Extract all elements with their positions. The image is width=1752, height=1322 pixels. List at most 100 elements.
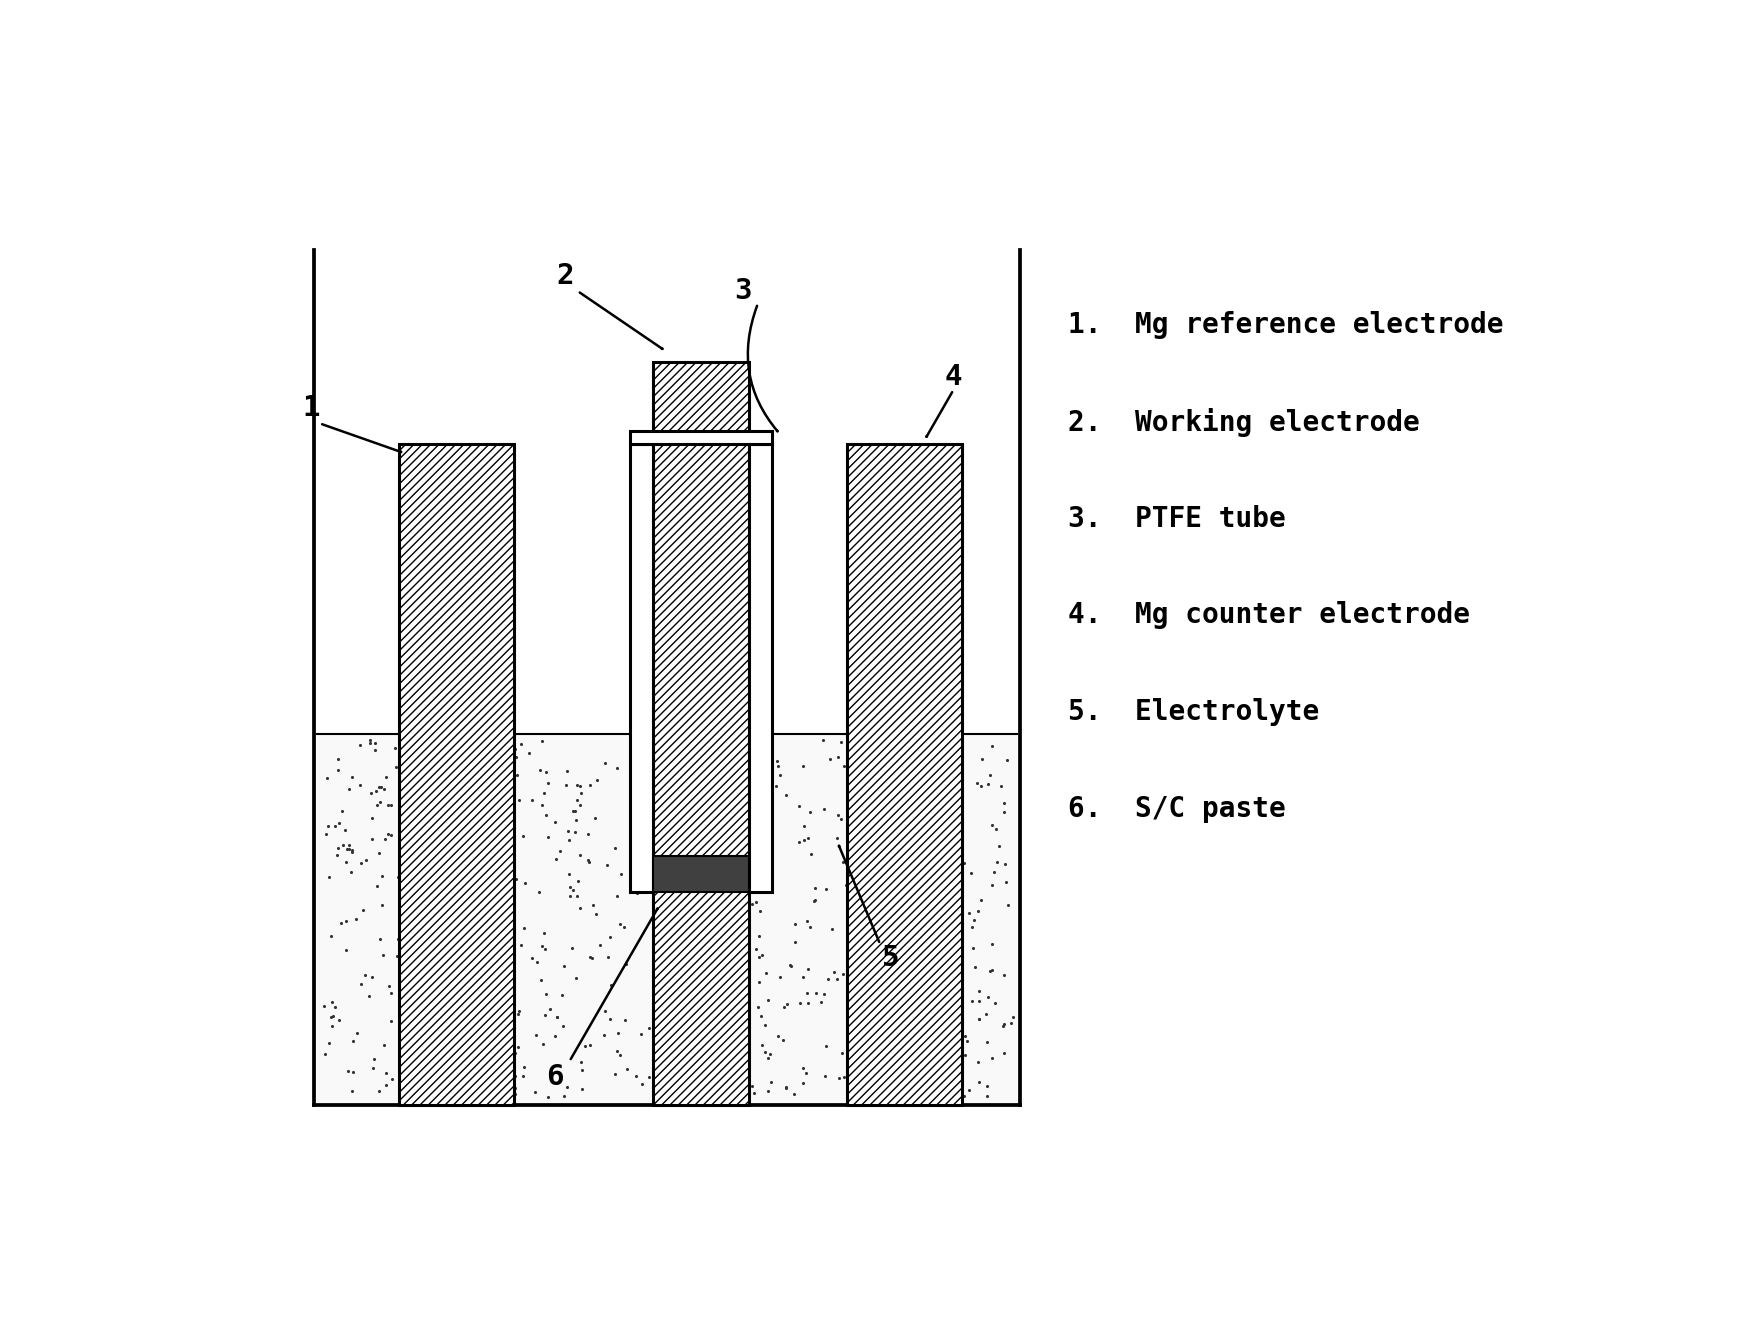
Point — [967, 890, 995, 911]
Point — [396, 773, 424, 795]
Point — [371, 829, 399, 850]
Point — [922, 923, 950, 944]
Point — [978, 735, 1006, 756]
Point — [897, 874, 925, 895]
Point — [934, 843, 962, 865]
Point — [375, 795, 403, 816]
Point — [335, 779, 363, 800]
Text: 5: 5 — [883, 944, 901, 972]
Point — [876, 992, 904, 1013]
Point — [566, 775, 594, 796]
Point — [750, 1042, 778, 1063]
Point — [778, 956, 806, 977]
Bar — [846, 444, 962, 1105]
Point — [687, 891, 715, 912]
Point — [335, 834, 363, 855]
Point — [387, 858, 415, 879]
Point — [326, 1010, 354, 1031]
Point — [454, 776, 482, 797]
Point — [636, 1066, 664, 1087]
Point — [491, 936, 519, 957]
Point — [680, 969, 708, 990]
Point — [387, 1046, 415, 1067]
Point — [315, 867, 343, 888]
Point — [501, 1077, 529, 1099]
Point — [906, 802, 934, 824]
Point — [781, 931, 809, 952]
Point — [625, 866, 653, 887]
Point — [631, 859, 659, 880]
Text: 2.  Working electrode: 2. Working electrode — [1067, 408, 1419, 438]
Point — [923, 936, 951, 957]
Point — [617, 854, 645, 875]
Point — [321, 814, 349, 836]
Point — [576, 773, 604, 795]
Point — [801, 890, 829, 911]
Point — [652, 1075, 680, 1096]
Point — [785, 796, 813, 817]
Point — [434, 754, 463, 775]
Point — [839, 854, 867, 875]
Point — [948, 734, 976, 755]
Bar — [653, 855, 748, 891]
Point — [664, 839, 692, 861]
Point — [773, 994, 801, 1015]
Point — [475, 1002, 503, 1023]
Point — [559, 800, 587, 821]
Point — [832, 874, 860, 895]
Point — [356, 986, 384, 1007]
Point — [377, 982, 405, 1003]
Point — [769, 1029, 797, 1050]
Point — [315, 1032, 343, 1054]
Point — [391, 833, 419, 854]
Point — [485, 948, 513, 969]
Point — [387, 995, 415, 1017]
FancyArrowPatch shape — [927, 393, 951, 436]
Point — [522, 1025, 550, 1046]
Point — [816, 748, 844, 769]
Point — [361, 732, 389, 754]
Point — [915, 772, 943, 793]
Point — [729, 791, 757, 812]
Point — [746, 1006, 774, 1027]
Point — [671, 740, 699, 761]
Point — [929, 800, 957, 821]
Point — [748, 825, 776, 846]
Point — [752, 962, 780, 984]
Point — [555, 829, 583, 850]
Point — [653, 995, 682, 1017]
Point — [433, 964, 461, 985]
Point — [690, 1051, 718, 1072]
Point — [396, 1077, 424, 1099]
Point — [440, 859, 468, 880]
Point — [343, 1023, 371, 1044]
Point — [419, 952, 447, 973]
Point — [669, 912, 697, 933]
Point — [867, 751, 895, 772]
Point — [659, 1029, 687, 1050]
Point — [745, 947, 773, 968]
Point — [485, 910, 513, 931]
Point — [969, 748, 997, 769]
Point — [762, 751, 790, 772]
Point — [475, 1021, 503, 1042]
Point — [867, 843, 895, 865]
Point — [352, 849, 380, 870]
Point — [930, 789, 958, 810]
Point — [829, 1043, 857, 1064]
Point — [759, 865, 787, 886]
Point — [499, 751, 527, 772]
Point — [950, 1085, 978, 1107]
Point — [850, 785, 878, 806]
Point — [526, 759, 554, 780]
Point — [764, 756, 792, 777]
Bar — [748, 444, 773, 891]
Point — [505, 789, 533, 810]
Point — [310, 995, 338, 1017]
Point — [871, 973, 899, 994]
Point — [687, 838, 715, 859]
Point — [734, 1060, 762, 1081]
Point — [361, 1048, 389, 1069]
Point — [683, 932, 711, 953]
Point — [363, 781, 391, 802]
